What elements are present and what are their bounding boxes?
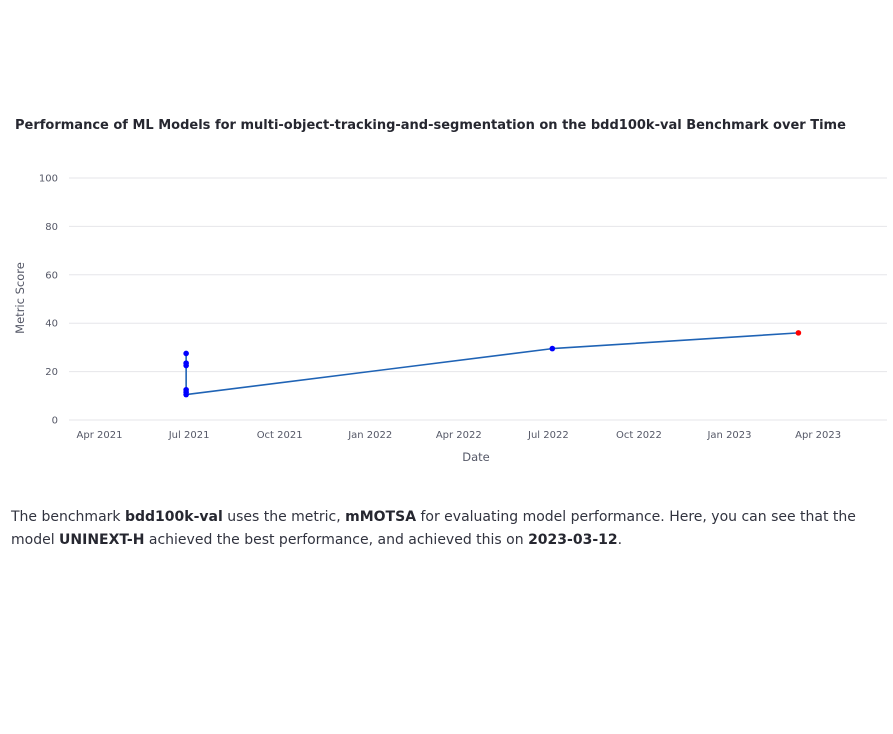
data-point[interactable] bbox=[183, 362, 189, 369]
chart-title: Performance of ML Models for multi-objec… bbox=[15, 118, 846, 133]
y-tick-labels: 0 20 40 60 80 100 bbox=[39, 174, 58, 427]
x-tick-label: Jul 2022 bbox=[527, 430, 569, 441]
best-date: 2023-03-12 bbox=[528, 532, 618, 548]
chart: 0 20 40 60 80 100 Apr 2021 Jul 2021 Oct 2021 Jan… bbox=[13, 174, 887, 464]
data-points bbox=[183, 330, 802, 398]
series-line bbox=[185, 332, 799, 396]
data-point[interactable] bbox=[183, 350, 189, 357]
description-text-4: achieved the best performance, and achie… bbox=[144, 532, 529, 548]
x-tick-label: Apr 2022 bbox=[436, 430, 482, 441]
y-tick-label: 80 bbox=[45, 222, 58, 233]
description: The benchmark bdd100k-val uses the metri… bbox=[11, 506, 883, 552]
benchmark-name: bdd100k-val bbox=[124, 509, 223, 525]
data-point[interactable] bbox=[183, 391, 189, 398]
x-tick-label: Oct 2021 bbox=[257, 430, 303, 441]
x-axis-title: Date bbox=[462, 450, 490, 464]
x-tick-label: Jan 2022 bbox=[347, 430, 392, 441]
description-text-1: The benchmark bbox=[11, 509, 125, 525]
y-tick-label: 0 bbox=[52, 416, 58, 427]
best-model-name: UNINEXT-H bbox=[59, 532, 145, 548]
x-tick-label: Apr 2023 bbox=[795, 430, 841, 441]
x-tick-label: Jul 2021 bbox=[168, 430, 210, 441]
description-text-3: for evaluating model performance. Here, … bbox=[11, 509, 856, 548]
y-tick-label: 20 bbox=[45, 367, 58, 378]
best-data-point[interactable] bbox=[795, 330, 802, 336]
metric-name: mMOTSA bbox=[345, 509, 417, 525]
y-tick-label: 100 bbox=[39, 174, 58, 185]
data-point[interactable] bbox=[549, 345, 556, 352]
x-tick-label: Jan 2023 bbox=[706, 430, 751, 441]
grid-lines bbox=[69, 177, 887, 421]
x-tick-label: Apr 2021 bbox=[77, 430, 123, 441]
x-tick-label: Oct 2022 bbox=[616, 430, 662, 441]
y-tick-label: 60 bbox=[45, 270, 58, 281]
series-line-path bbox=[185, 332, 799, 396]
x-tick-labels: Apr 2021 Jul 2021 Oct 2021 Jan 2022 Apr 2022… bbox=[77, 430, 842, 441]
y-axis-title: Metric Score bbox=[13, 262, 27, 334]
y-tick-label: 40 bbox=[45, 319, 58, 330]
description-text-5: . bbox=[617, 532, 623, 548]
description-text-2: uses the metric, bbox=[222, 509, 346, 525]
